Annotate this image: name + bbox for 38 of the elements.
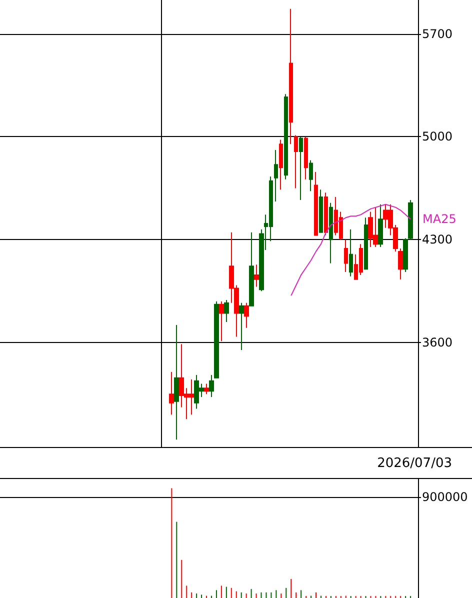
- candlestick: [284, 94, 288, 180]
- y-tick-label: 5700: [422, 26, 453, 41]
- candlestick: [239, 302, 244, 350]
- candlestick: [304, 136, 308, 180]
- candlestick: [224, 299, 229, 323]
- candlestick: [254, 264, 259, 288]
- candlestick: [299, 136, 303, 200]
- candlestick: [329, 202, 333, 264]
- candlestick: [309, 160, 313, 192]
- candlestick: [249, 232, 254, 306]
- candlestick: [279, 139, 283, 190]
- candlestick: [274, 149, 278, 202]
- candlestick: [219, 300, 224, 342]
- y-tick-label: 900000: [422, 490, 468, 504]
- candlestick: [209, 374, 214, 398]
- candlestick: [364, 217, 368, 270]
- candlestick: [408, 199, 413, 240]
- candlestick: [204, 383, 209, 395]
- candlestick: [174, 324, 179, 440]
- y-tick-label: 5000: [422, 130, 453, 144]
- candlestick: [244, 302, 249, 328]
- candlestick: [349, 228, 353, 277]
- candlestick: [289, 8, 293, 145]
- candlestick: [314, 172, 318, 236]
- text: 2026/07/03: [377, 456, 452, 471]
- candlestick: [294, 134, 298, 189]
- candlestick: [319, 189, 323, 233]
- candlestick: [214, 300, 219, 378]
- series-label: MA25: [422, 212, 456, 226]
- candlestick: [398, 248, 403, 280]
- candlestick: [169, 372, 174, 416]
- candlestick: [403, 238, 408, 273]
- candlestick: [378, 204, 383, 248]
- y-tick-label: 3600: [422, 336, 453, 350]
- candlestick: [344, 239, 348, 273]
- candlestick: [324, 192, 328, 236]
- line-series: [290, 204, 412, 296]
- y-tick-label: 4300: [422, 232, 453, 247]
